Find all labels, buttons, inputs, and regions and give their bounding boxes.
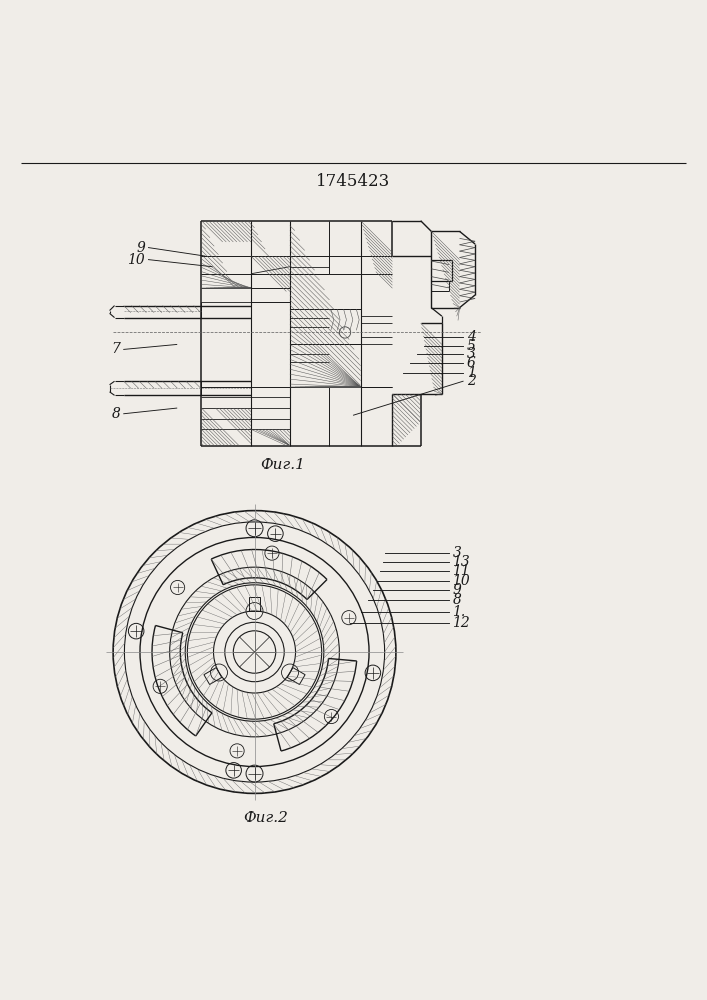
Text: Фиг.1: Фиг.1 [260,458,305,472]
Text: 6: 6 [467,356,476,370]
Text: 3: 3 [467,347,476,361]
Text: 1745423: 1745423 [316,173,391,190]
Text: 10: 10 [452,574,470,588]
Text: 5: 5 [467,339,476,353]
Text: 9: 9 [452,583,462,597]
Text: 4: 4 [467,330,476,344]
Text: 11: 11 [452,564,470,578]
Text: 8: 8 [111,407,120,421]
Text: 1.: 1. [452,605,466,619]
Text: 10: 10 [127,253,145,267]
Text: 3: 3 [452,546,462,560]
Text: 9: 9 [136,241,145,255]
Text: 2: 2 [467,374,476,388]
Text: 1: 1 [467,366,476,380]
Text: Фиг.2: Фиг.2 [243,811,288,825]
Text: 7: 7 [111,342,120,356]
Text: 8: 8 [452,593,462,607]
Text: 12: 12 [452,616,470,630]
Text: 13: 13 [452,555,470,569]
